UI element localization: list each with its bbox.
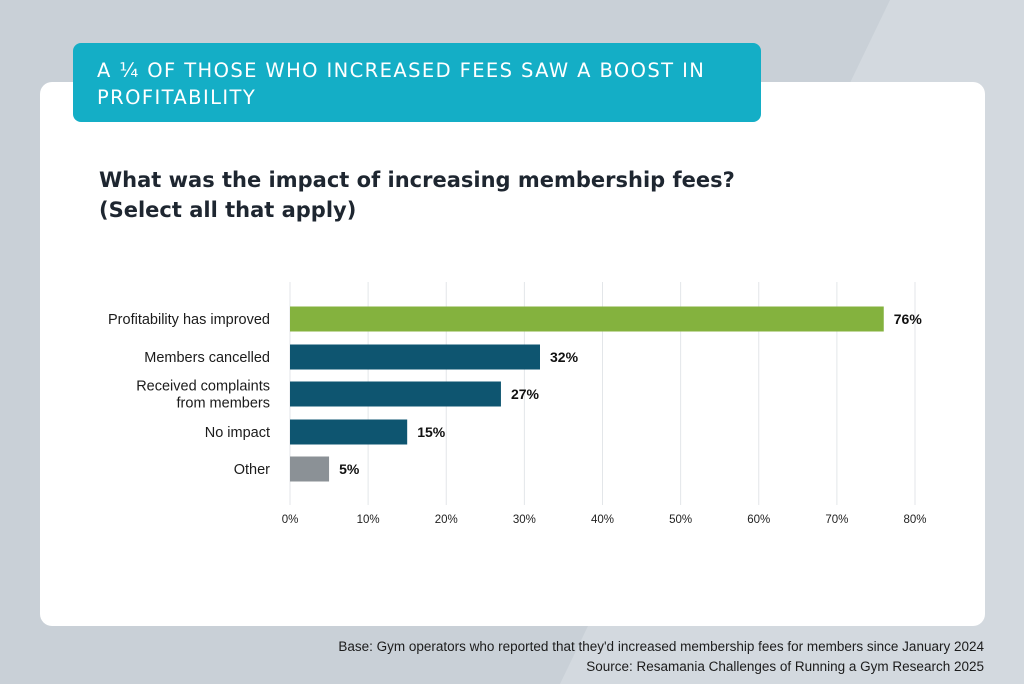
- category-label: Profitability has improved: [108, 312, 270, 328]
- value-label: 76%: [894, 311, 923, 327]
- category-label: Members cancelled: [144, 350, 270, 366]
- x-tick-label: 80%: [903, 514, 926, 526]
- base-note: Base: Gym operators who reported that th…: [338, 639, 984, 654]
- question-line-2: (Select all that apply): [99, 198, 357, 222]
- x-tick-label: 60%: [747, 514, 770, 526]
- category-label: Other: [234, 462, 270, 478]
- x-tick-label: 0%: [282, 514, 299, 526]
- x-tick-label: 30%: [513, 514, 536, 526]
- value-label: 15%: [417, 424, 446, 440]
- bar: [290, 381, 501, 407]
- bar: [290, 456, 330, 482]
- labels: 0% 10% 20% 30% 40% 50% 60% 70% 80% 76% Profitabili…: [108, 311, 927, 526]
- value-label: 27%: [511, 386, 540, 402]
- x-tick-label: 50%: [669, 514, 692, 526]
- footer: Base: Gym operators who reported that th…: [338, 637, 984, 677]
- headline-banner: A ¼ OF THOSE WHO INCREASED FEES SAW A BO…: [73, 43, 761, 122]
- source-note: Source: Resamania Challenges of Running …: [586, 659, 984, 674]
- headline-line-1: A ¼ OF THOSE WHO INCREASED FEES SAW A BO…: [97, 59, 706, 82]
- category-label: from members: [177, 396, 270, 412]
- category-label: Received complaints: [136, 379, 270, 395]
- headline-line-2: PROFITABILITY: [97, 86, 257, 109]
- x-tick-label: 20%: [435, 514, 458, 526]
- x-tick-label: 10%: [357, 514, 380, 526]
- chart-question: What was the impact of increasing member…: [99, 165, 799, 225]
- bar: [290, 306, 884, 332]
- value-label: 5%: [339, 461, 360, 477]
- bar: [290, 344, 540, 370]
- bar: [290, 419, 408, 445]
- value-label: 32%: [550, 349, 579, 365]
- category-label: No impact: [205, 425, 270, 441]
- x-tick-label: 70%: [825, 514, 848, 526]
- x-tick-label: 40%: [591, 514, 614, 526]
- bars: [290, 306, 884, 482]
- question-line-1: What was the impact of increasing member…: [99, 168, 735, 192]
